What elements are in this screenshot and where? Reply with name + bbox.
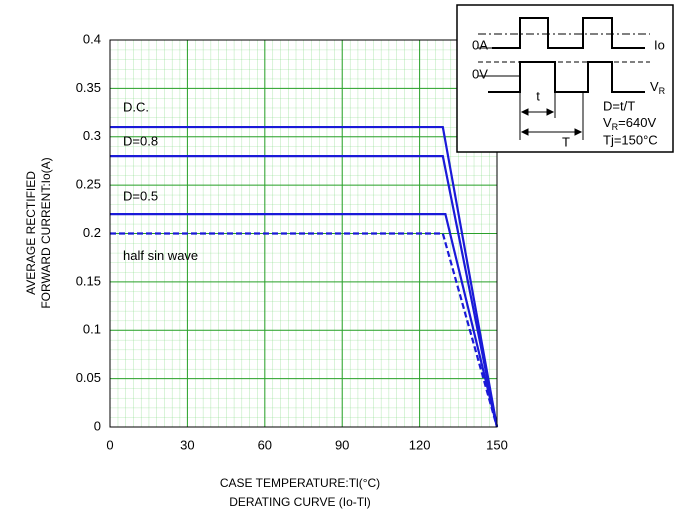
vr-main: V [650,79,659,94]
series-label: D=0.5 [123,189,158,204]
y-tick-label: 0.2 [83,225,101,240]
series-label: D=0.8 [123,134,158,149]
y-tick-label: 0.15 [76,273,101,288]
zero-v-label: 0V [472,66,488,81]
zero-a-label: 0A [472,37,488,52]
vr-value-label: VR=640V [603,115,656,132]
io-label: Io [654,37,665,52]
x-tick-label: 30 [180,437,194,452]
x-tick-label: 120 [409,437,431,452]
y-tick-label: 0 [94,418,101,433]
marker-lines [519,92,584,140]
duty-label: D=t/T [603,98,635,113]
period-arrow [520,128,583,136]
vr-waveform [488,61,645,93]
y-tick-label: 0.35 [76,80,101,95]
y-tick-label: 0.1 [83,322,101,337]
vr-sub: R [659,86,666,96]
x-tick-label: 60 [258,437,272,452]
series-label: D.C. [123,100,149,115]
plot-frame [109,39,498,428]
y-tick-label: 0.4 [83,31,101,46]
x-axis-label: CASE TEMPERATURE:Tl(°C) [220,476,380,490]
y-tick-label: 0.3 [83,128,101,143]
inset: 0A Io 0V VR t T D=t/T VR=640V Tj=150°C [456,4,674,153]
inset-frame [456,4,674,153]
x-tick-label: 0 [106,437,113,452]
vr-value-main: V [603,115,612,130]
vr-label: VR [650,79,666,96]
series-line [110,213,499,428]
vr-value-sub: R [612,122,619,132]
tj-label: Tj=150°C [603,132,658,147]
subtitle: DERATING CURVE (Io-Tl) [229,495,371,509]
io-waveform [492,17,645,49]
y-axis-label-line: FORWARD CURRENT:Io(A) [39,157,53,308]
series-line [110,155,499,428]
y-tick-label: 0.05 [76,370,101,385]
x-tick-label: 90 [335,437,349,452]
period-label: T [562,134,570,149]
series-line [110,232,499,428]
vr-value-rest: =640V [618,115,656,130]
y-axis-label-line: AVERAGE RECTIFIED [24,171,38,295]
y-tick-label: 0.25 [76,177,101,192]
t-label: t [536,88,540,103]
x-tick-label: 150 [486,437,508,452]
t-arrow [520,108,555,116]
series-label: half sin wave [123,248,198,263]
y-axis-label: AVERAGE RECTIFIEDFORWARD CURRENT:Io(A) [24,157,53,308]
series-line [110,125,499,428]
